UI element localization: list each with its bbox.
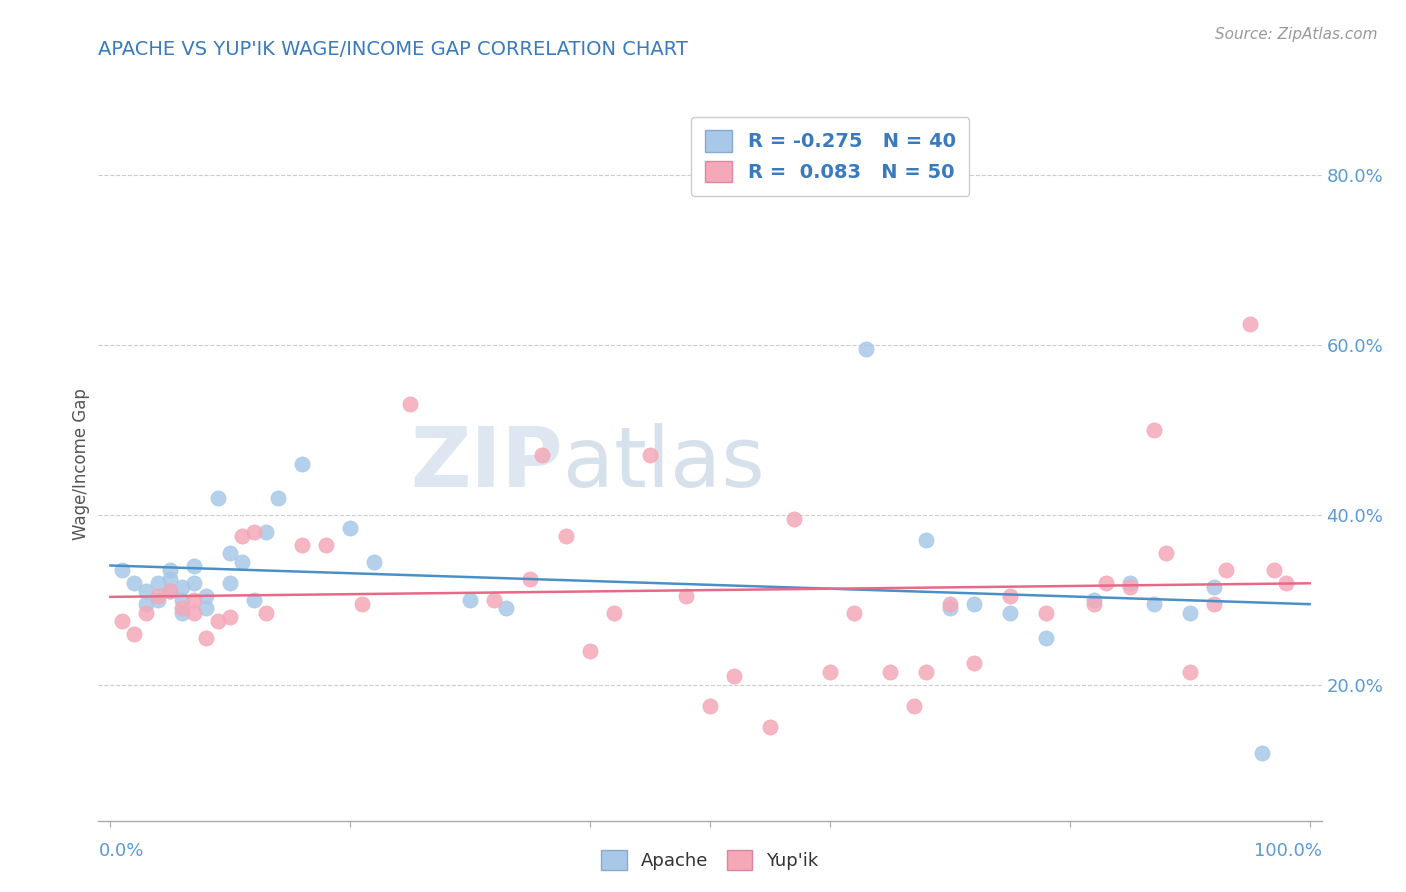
Point (1250, 746, 1272, 760)
Point (723, 669, 745, 683)
Point (555, 529, 578, 543)
Y-axis label: Wage/Income Gap: Wage/Income Gap (72, 388, 90, 540)
Point (699, 698, 721, 713)
Point (1178, 665, 1201, 679)
Point (818, 665, 841, 679)
Point (963, 597, 986, 611)
Point (519, 572, 541, 586)
Point (675, 589, 697, 603)
Point (1202, 580, 1225, 594)
Point (939, 601, 962, 615)
Point (148, 575, 170, 590)
Point (195, 631, 218, 645)
Text: Source: ZipAtlas.com: Source: ZipAtlas.com (1215, 27, 1378, 42)
Point (159, 563, 181, 577)
Point (603, 606, 626, 620)
Point (172, 601, 194, 615)
Point (219, 609, 242, 624)
Point (482, 592, 505, 607)
Point (783, 512, 806, 526)
Point (207, 491, 229, 505)
Point (915, 533, 938, 548)
Point (1263, 563, 1285, 577)
Text: ZIP: ZIP (411, 424, 564, 504)
Point (339, 520, 361, 534)
Point (759, 720, 782, 734)
Point (1119, 580, 1142, 594)
Point (135, 584, 157, 599)
Point (219, 575, 242, 590)
Point (1035, 606, 1057, 620)
Point (159, 572, 181, 586)
Point (1215, 563, 1237, 577)
Point (495, 601, 517, 615)
Point (172, 592, 194, 607)
Text: atlas: atlas (564, 424, 765, 504)
Point (1178, 606, 1201, 620)
Point (879, 665, 901, 679)
Point (231, 555, 253, 569)
Legend: Apache, Yup'ik: Apache, Yup'ik (592, 841, 828, 880)
Point (399, 397, 422, 411)
Point (183, 592, 205, 607)
Point (531, 448, 554, 462)
Point (254, 524, 277, 539)
Point (111, 563, 134, 577)
Text: 100.0%: 100.0% (1254, 842, 1322, 860)
Point (172, 580, 194, 594)
Point (363, 555, 385, 569)
Text: APACHE VS YUP'IK WAGE/INCOME GAP CORRELATION CHART: APACHE VS YUP'IK WAGE/INCOME GAP CORRELA… (98, 40, 689, 59)
Point (1035, 631, 1057, 645)
Point (135, 597, 157, 611)
Point (1239, 317, 1261, 331)
Point (315, 537, 337, 551)
Point (159, 584, 181, 599)
Point (124, 626, 146, 640)
Point (183, 575, 205, 590)
Point (195, 601, 218, 615)
Point (638, 448, 661, 462)
Point (1083, 592, 1105, 607)
Point (243, 524, 266, 539)
Point (855, 342, 877, 356)
Point (159, 584, 181, 599)
Point (1094, 575, 1116, 590)
Text: 0.0%: 0.0% (98, 842, 143, 860)
Point (183, 606, 205, 620)
Point (148, 589, 170, 603)
Point (183, 558, 205, 573)
Point (1083, 597, 1105, 611)
Point (231, 529, 253, 543)
Point (1274, 575, 1296, 590)
Point (291, 537, 314, 551)
Point (267, 491, 290, 505)
Point (352, 597, 374, 611)
Point (172, 606, 194, 620)
Point (998, 606, 1021, 620)
Point (1119, 575, 1142, 590)
Point (291, 457, 314, 471)
Point (195, 589, 218, 603)
Point (254, 606, 277, 620)
Point (135, 606, 157, 620)
Point (148, 592, 170, 607)
Point (1202, 597, 1225, 611)
Point (939, 597, 962, 611)
Point (842, 606, 865, 620)
Point (915, 665, 938, 679)
Point (1154, 546, 1177, 560)
Point (458, 592, 481, 607)
Point (219, 546, 242, 560)
Point (903, 698, 925, 713)
Point (124, 575, 146, 590)
Point (207, 614, 229, 628)
Point (243, 592, 266, 607)
Point (1143, 423, 1166, 437)
Point (579, 644, 602, 658)
Point (1143, 597, 1166, 611)
Point (998, 589, 1021, 603)
Point (963, 657, 986, 671)
Point (111, 614, 134, 628)
